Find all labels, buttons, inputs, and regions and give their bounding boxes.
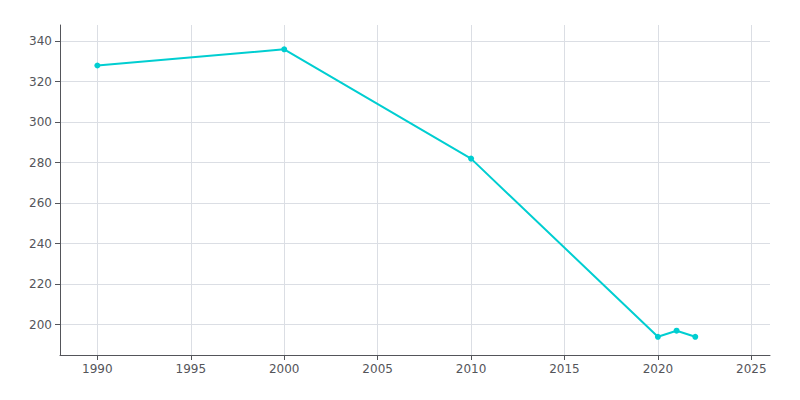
svg-text:240: 240	[29, 237, 52, 251]
svg-text:2025: 2025	[736, 362, 767, 376]
svg-text:260: 260	[29, 196, 52, 210]
svg-text:320: 320	[29, 75, 52, 89]
svg-text:280: 280	[29, 156, 52, 170]
svg-text:300: 300	[29, 115, 52, 129]
svg-text:2015: 2015	[549, 362, 580, 376]
svg-text:1990: 1990	[82, 362, 113, 376]
svg-text:2005: 2005	[362, 362, 393, 376]
svg-text:2020: 2020	[643, 362, 674, 376]
svg-text:200: 200	[29, 318, 52, 332]
svg-text:1995: 1995	[176, 362, 207, 376]
svg-text:2010: 2010	[456, 362, 487, 376]
svg-text:220: 220	[29, 277, 52, 291]
svg-text:2000: 2000	[269, 362, 300, 376]
svg-text:340: 340	[29, 34, 52, 48]
